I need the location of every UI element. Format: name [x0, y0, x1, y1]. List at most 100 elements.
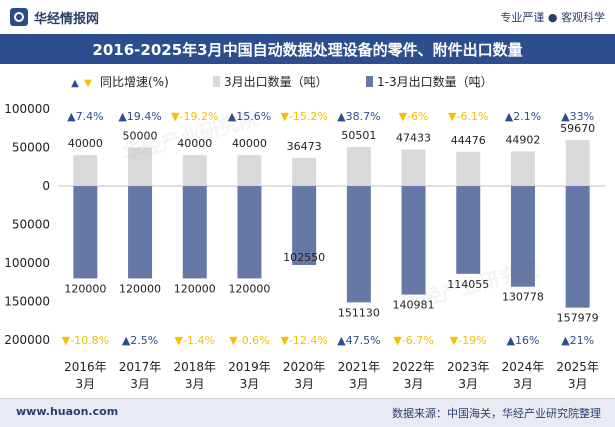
bar-month [346, 147, 371, 186]
data-label-cumulative: 120000 [64, 282, 106, 295]
growth-cumulative-label: ▲2.5% [122, 334, 158, 347]
x-tick-label: 2020年 [283, 360, 326, 374]
legend-up-marker: ▲ [71, 78, 79, 89]
bar-cumulative [346, 186, 371, 303]
bar-month [73, 155, 98, 186]
x-tick-label: 2022年 [392, 360, 435, 374]
y-tick-label: 100000 [4, 102, 50, 116]
bar-month [237, 155, 262, 186]
growth-cumulative-label: ▲16% [506, 334, 539, 347]
data-label-cumulative: 151130 [338, 306, 380, 319]
data-label-cumulative: 114055 [447, 278, 489, 291]
growth-cumulative-label: ▼-0.6% [229, 334, 269, 347]
data-label-month: 44476 [451, 134, 486, 147]
chart-title: 2016-2025年3月中国自动数据处理设备的零件、附件出口数量 [0, 34, 615, 64]
bar-month [456, 151, 481, 186]
x-tick-label: 3月 [240, 377, 260, 391]
x-tick-label: 2025年 [556, 360, 599, 374]
data-label-month: 50501 [341, 129, 376, 142]
data-label-month: 40000 [68, 137, 103, 150]
data-label-cumulative: 130778 [502, 291, 544, 304]
legend-month-label: 3月出口数量（吨） [224, 74, 328, 89]
bar-month [182, 155, 207, 186]
x-tick-label: 3月 [458, 377, 478, 391]
bar-month [510, 151, 535, 186]
y-tick-label: 150000 [4, 295, 50, 309]
data-label-month: 47433 [396, 131, 431, 144]
data-label-month: 44902 [505, 133, 540, 146]
growth-month-label: ▲33% [561, 110, 594, 123]
top-bar: 华经情报网 专业严谨 ● 客观科学 [0, 0, 615, 34]
bar-chart: ▲ ▼ 同比增速(%) 3月出口数量（吨） 1-3月出口数量（吨） 100000 50000… [4, 74, 605, 391]
y-tick-label: 0 [42, 179, 50, 193]
brand-tags: 专业严谨 ● 客观科学 [500, 11, 605, 24]
bar-month [128, 147, 153, 186]
brand: 华经情报网 [10, 7, 99, 27]
huajing-logo-icon [10, 8, 28, 26]
data-label-cumulative: 102550 [283, 251, 325, 264]
bar-cumulative [73, 186, 98, 279]
x-tick-label: 2016年 [64, 360, 107, 374]
data-label-month: 36473 [287, 140, 322, 153]
y-tick-label: 50000 [12, 218, 50, 232]
bar-cumulative [292, 186, 317, 265]
data-label-month: 40000 [232, 137, 267, 150]
x-tick-label: 3月 [404, 377, 424, 391]
bar-cumulative [401, 186, 426, 295]
x-tick-label: 2019年 [228, 360, 271, 374]
growth-month-label: ▼-19.2% [171, 110, 218, 123]
data-label-cumulative: 157979 [557, 312, 599, 325]
data-label-cumulative: 120000 [174, 282, 216, 295]
legend-cumulative-swatch [366, 76, 373, 87]
data-label-cumulative: 120000 [228, 282, 270, 295]
growth-cumulative-label: ▲47.5% [337, 334, 380, 347]
growth-month-label: ▲7.4% [67, 110, 103, 123]
footer-source: 数据来源：中国海关，华经产业研究院整理 [392, 407, 601, 420]
bar-month [565, 140, 590, 186]
growth-month-label: ▲15.6% [228, 110, 271, 123]
growth-month-label: ▲2.1% [505, 110, 541, 123]
x-tick-label: 3月 [513, 377, 533, 391]
x-tick-label: 3月 [185, 377, 205, 391]
growth-cumulative-label: ▼-1.4% [175, 334, 215, 347]
x-tick-label: 2024年 [502, 360, 545, 374]
bar-cumulative [128, 186, 153, 279]
legend-month-swatch [213, 76, 220, 87]
bar-month [292, 157, 317, 186]
data-label-month: 59670 [560, 122, 595, 135]
legend-cumulative-label: 1-3月出口数量（吨） [377, 74, 493, 89]
bar-month [401, 149, 426, 186]
x-tick-label: 3月 [130, 377, 150, 391]
growth-cumulative-label: ▲21% [561, 334, 594, 347]
growth-cumulative-label: ▼-10.8% [62, 334, 109, 347]
growth-month-label: ▼-6.1% [448, 110, 488, 123]
x-tick-label: 3月 [294, 377, 314, 391]
growth-month-label: ▲19.4% [118, 110, 161, 123]
footer-site: www.huaon.com [16, 405, 119, 418]
x-tick-label: 3月 [349, 377, 369, 391]
footer: www.huaon.com 数据来源：中国海关，华经产业研究院整理 [0, 398, 615, 427]
y-tick-label: 50000 [12, 141, 50, 155]
x-tick-label: 2023年 [447, 360, 490, 374]
growth-month-label: ▲38.7% [337, 110, 380, 123]
growth-month-label: ▼-15.2% [280, 110, 327, 123]
data-label-cumulative: 140981 [393, 299, 435, 312]
data-label-month: 40000 [177, 137, 212, 150]
growth-month-label: ▼-6% [399, 110, 429, 123]
bar-cumulative [456, 186, 481, 274]
x-tick-label: 2017年 [119, 360, 162, 374]
y-tick-label: 200000 [4, 333, 50, 347]
data-label-month: 50000 [123, 130, 158, 143]
growth-cumulative-label: ▼-12.4% [280, 334, 327, 347]
bar-cumulative [510, 186, 535, 287]
legend-down-marker: ▼ [84, 78, 92, 89]
bar-cumulative [565, 186, 590, 308]
x-tick-label: 3月 [76, 377, 96, 391]
brand-name: 华经情报网 [34, 11, 100, 27]
x-tick-label: 3月 [568, 377, 588, 391]
y-tick-label: 100000 [4, 256, 50, 270]
data-label-cumulative: 120000 [119, 282, 161, 295]
growth-cumulative-label: ▼-19% [450, 334, 487, 347]
x-tick-label: 2021年 [338, 360, 381, 374]
bar-cumulative [237, 186, 262, 279]
